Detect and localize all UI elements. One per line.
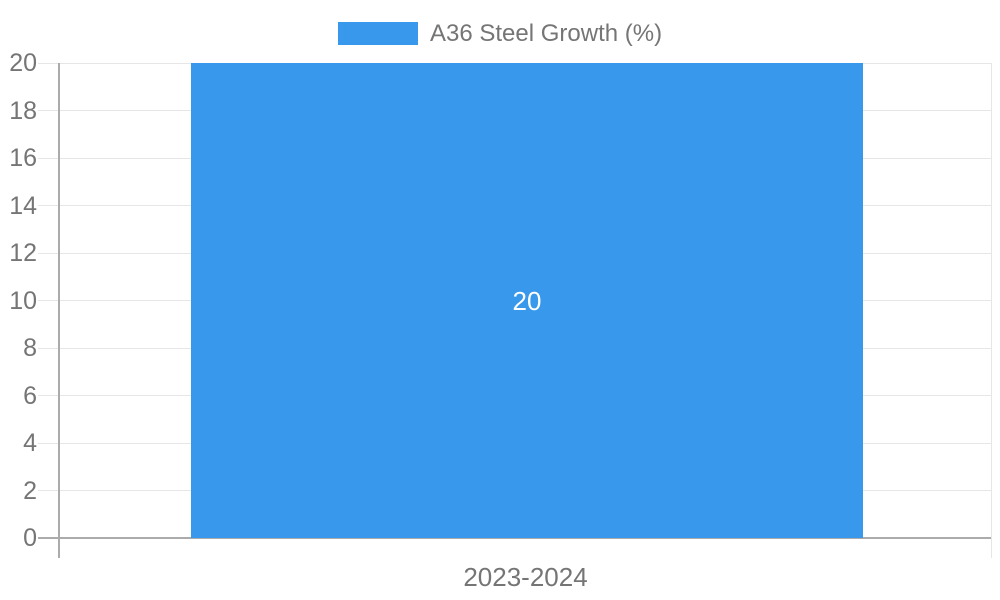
bar-value-label: 20 <box>512 285 542 316</box>
legend-label: A36 Steel Growth (%) <box>430 20 663 47</box>
y-tick-label: 16 <box>9 144 37 172</box>
y-tick-label: 12 <box>9 239 37 267</box>
bar-2023-2024[interactable]: 20 <box>191 63 863 538</box>
y-axis-line <box>58 63 60 558</box>
y-tick-label: 20 <box>9 49 37 77</box>
y-tick-label: 8 <box>23 334 37 362</box>
y-tick-label: 18 <box>9 96 37 125</box>
x-axis-baseline <box>38 537 992 539</box>
y-tick-label: 4 <box>23 429 37 457</box>
x-axis-category-label: 2023-2024 <box>463 562 588 592</box>
y-tick-label: 2 <box>23 476 37 505</box>
y-tick-label: 14 <box>9 191 37 220</box>
legend-item[interactable]: A36 Steel Growth (%) <box>338 20 663 47</box>
y-tick-label: 10 <box>9 286 37 315</box>
y-tick-label: 0 <box>23 524 37 552</box>
plot-right-border <box>991 63 992 558</box>
y-tick-label: 6 <box>23 381 37 410</box>
legend-swatch-icon <box>338 22 418 45</box>
